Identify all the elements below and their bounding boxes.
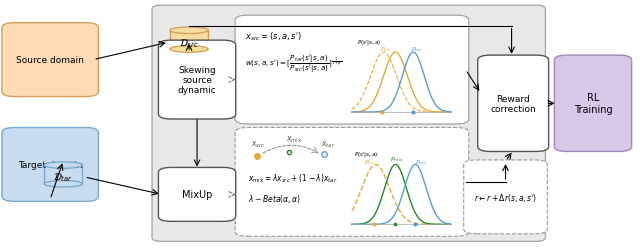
Text: $x_{mix} = \lambda x_{src} + (1-\lambda)x_{tar}$: $x_{mix} = \lambda x_{src} + (1-\lambda)… [248, 172, 337, 185]
Text: $P_{mix}$: $P_{mix}$ [390, 155, 403, 164]
FancyBboxPatch shape [235, 128, 468, 236]
Text: $\mathcal{D}_{src}$: $\mathcal{D}_{src}$ [179, 36, 199, 49]
Ellipse shape [170, 28, 208, 34]
Bar [170, 31, 208, 50]
Text: $x_{tar}$: $x_{tar}$ [321, 139, 336, 149]
Text: $\lambda \sim Beta(\alpha, \alpha)$: $\lambda \sim Beta(\alpha, \alpha)$ [248, 192, 301, 204]
Text: Source domain: Source domain [16, 56, 84, 65]
Text: $P(s^\prime|s,a)$: $P(s^\prime|s,a)$ [357, 38, 381, 47]
FancyBboxPatch shape [477, 56, 548, 152]
Text: $\mathcal{D}_{tar}$: $\mathcal{D}_{tar}$ [53, 171, 73, 183]
FancyBboxPatch shape [159, 41, 236, 119]
FancyBboxPatch shape [464, 160, 547, 234]
FancyBboxPatch shape [554, 56, 632, 152]
Ellipse shape [44, 181, 83, 187]
Bar [44, 166, 83, 184]
FancyBboxPatch shape [2, 128, 99, 202]
Text: $P_{tar}$: $P_{tar}$ [412, 44, 424, 53]
Ellipse shape [44, 162, 83, 169]
Text: Target domain: Target domain [18, 160, 83, 169]
Text: $P_{src}$: $P_{src}$ [364, 158, 376, 167]
Text: $P(s^\prime|s,a)$: $P(s^\prime|s,a)$ [354, 150, 378, 159]
Text: Skewing
source
dynamic: Skewing source dynamic [178, 66, 216, 95]
Text: $x_{src}$: $x_{src}$ [251, 140, 266, 150]
FancyBboxPatch shape [159, 168, 236, 222]
Text: Reward
correction: Reward correction [490, 94, 536, 114]
FancyBboxPatch shape [235, 16, 468, 124]
Text: $w(s,a,s^\prime) = [\dfrac{P_{tar}(s^\prime|s,a)}{P_{src}(s^\prime|s,a)}]^{\frac: $w(s,a,s^\prime) = [\dfrac{P_{tar}(s^\pr… [245, 53, 342, 75]
Text: $x_{src} = (s, a, s^\prime)$: $x_{src} = (s, a, s^\prime)$ [245, 30, 302, 43]
FancyBboxPatch shape [152, 6, 545, 241]
FancyBboxPatch shape [2, 24, 99, 97]
Text: $P_{src}$: $P_{src}$ [380, 44, 392, 53]
Text: $r \leftarrow r + \Delta r(s,a,s^\prime)$: $r \leftarrow r + \Delta r(s,a,s^\prime)… [474, 191, 537, 203]
Text: $x_{mix}$: $x_{mix}$ [286, 134, 303, 145]
Text: RL
Training: RL Training [573, 93, 612, 114]
Text: $P_{tar}$: $P_{tar}$ [415, 158, 428, 167]
Text: MixUp: MixUp [182, 190, 212, 200]
Ellipse shape [170, 46, 208, 53]
